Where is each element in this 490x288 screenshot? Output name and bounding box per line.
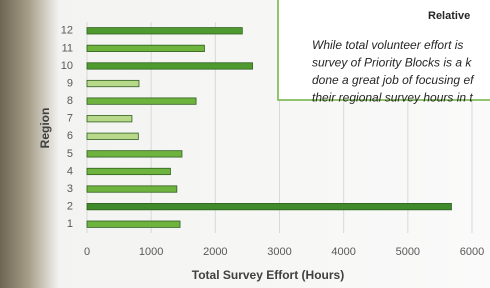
y-tick-label: 6: [67, 130, 73, 142]
y-tick-label: 7: [67, 113, 73, 125]
y-tick-label: 5: [67, 148, 73, 160]
annotation-title: Relative: [428, 10, 470, 22]
bar: [87, 151, 182, 157]
x-tick-label: 3000: [267, 246, 291, 258]
y-tick-label: 9: [67, 77, 73, 89]
x-tick-label: 5000: [396, 246, 420, 258]
chart: Total Survey Effort (Hours) Region 0 1000…: [0, 0, 490, 288]
x-axis-label: Total Survey Effort (Hours): [192, 268, 344, 282]
bar: [87, 28, 242, 34]
y-tick-label: 4: [67, 165, 73, 177]
x-tick-label: 4000: [331, 246, 355, 258]
bar: [87, 133, 138, 139]
bar: [87, 45, 204, 51]
bar: [87, 98, 196, 104]
bar: [87, 186, 177, 192]
y-tick-label: 2: [67, 201, 73, 213]
y-tick-label: 11: [62, 42, 73, 54]
y-tick-label: 12: [61, 25, 73, 37]
page: Total Survey Effort (Hours) Region 0 1000…: [0, 0, 490, 288]
x-tick-label: 6000: [460, 246, 484, 258]
annotation-line: done a great job of focusing ef: [312, 73, 475, 87]
annotation-line: survey of Priority Blocks is a k: [312, 56, 472, 70]
bar: [87, 80, 139, 86]
x-tick-label: 1000: [139, 246, 163, 258]
annotation-line: their regional survey hours in t: [312, 91, 473, 105]
x-tick-label: 0: [84, 246, 90, 258]
bar: [87, 221, 180, 227]
bar: [87, 63, 253, 69]
bar: [87, 203, 451, 209]
annotation-box: Relative While total volunteer effort is…: [278, 0, 490, 105]
bar: [87, 116, 132, 122]
y-tick-label: 3: [67, 183, 73, 195]
y-tick-label: 8: [67, 95, 73, 107]
y-axis-label: Region: [38, 108, 52, 149]
y-tick-label: 1: [67, 218, 73, 230]
annotation-line: While total volunteer effort is: [312, 38, 463, 52]
bar: [87, 168, 170, 174]
x-tick-label: 2000: [203, 246, 227, 258]
y-tick-label: 10: [61, 60, 73, 72]
